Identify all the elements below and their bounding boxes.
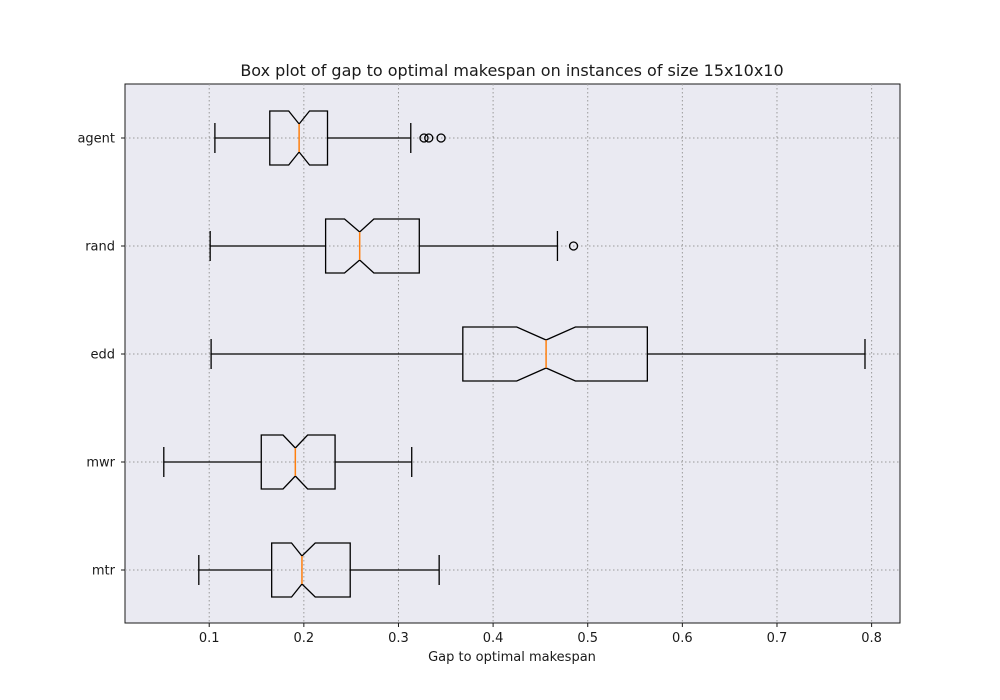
x-tick-label: 0.8 [861,631,882,646]
box-mwr [163,434,413,490]
flier-point [424,133,434,143]
y-tick-label: agent [77,132,115,147]
box-edd [210,326,866,382]
boxes [163,110,866,598]
y-tick-label: mwr [86,456,115,471]
x-tick-label: 0.5 [577,631,598,646]
y-axis: agent rand edd mwr mtr [77,132,125,579]
x-tick-label: 0.4 [483,631,504,646]
x-tick-label: 0.7 [767,631,788,646]
box-body [324,218,420,274]
x-axis-label: Gap to optimal makespan [428,650,596,665]
box-rand [209,218,579,274]
box-body [462,326,648,382]
y-tick-label: mtr [92,564,116,579]
box-agent [214,110,446,166]
box-body [271,542,351,598]
box-body [269,110,329,166]
x-tick-label: 0.2 [294,631,315,646]
flier-point [568,241,579,251]
x-axis: 0.1 0.2 0.3 0.4 0.5 0.6 0.7 0.8 [199,623,882,646]
y-tick-label: edd [90,348,115,363]
x-tick-label: 0.3 [388,631,409,646]
y-tick-label: rand [85,240,115,255]
flier-point [419,133,429,143]
x-tick-label: 0.1 [199,631,220,646]
box-mtr [198,542,440,598]
x-tick-label: 0.6 [672,631,693,646]
box-body [260,434,336,490]
flier-point [436,133,446,143]
chart-title: Box plot of gap to optimal makespan on i… [240,61,783,80]
